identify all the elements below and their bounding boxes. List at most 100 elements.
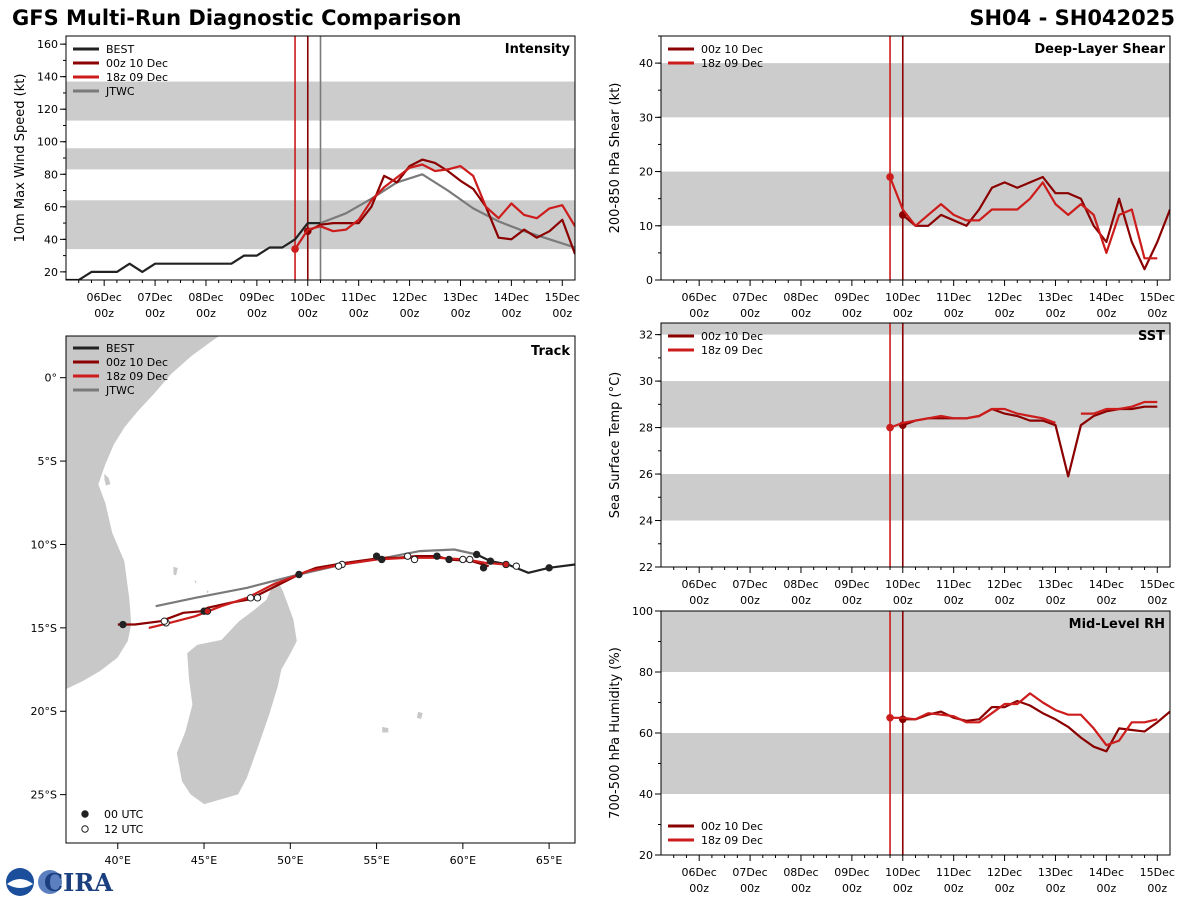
track-marker-legend-symbol: [81, 810, 89, 818]
rh-series-start-run_00z: [898, 715, 907, 724]
shear-xtick-label-day: 15Dec: [1140, 291, 1175, 304]
track-legend-label-best: BEST: [106, 342, 134, 355]
sst-xtick-label-day: 06Dec: [682, 578, 717, 591]
figure-title: GFS Multi-Run Diagnostic Comparison: [12, 6, 462, 30]
sst-xtick-label-hour: 00z: [791, 594, 811, 607]
rh-xtick-label-hour: 00z: [1096, 882, 1116, 895]
sst-xtick-label-day: 09Dec: [834, 578, 869, 591]
sst-xtick-label-hour: 00z: [995, 594, 1015, 607]
rh-xtick-label-day: 11Dec: [936, 866, 971, 879]
sst-xtick-label-hour: 00z: [893, 594, 913, 607]
shear-xtick-label-hour: 00z: [791, 307, 811, 320]
intensity-xtick-label-day: 12Dec: [392, 291, 427, 304]
rh-xtick-label-day: 14Dec: [1089, 866, 1124, 879]
shear-ytick-label: 30: [639, 111, 653, 124]
intensity-xtick-label-day: 09Dec: [239, 291, 274, 304]
intensity-frame: [65, 35, 576, 281]
sst-xtick-label-day: 10Dec: [885, 578, 920, 591]
sst-panel: 22 24 26 28 30 32 Sea Surface Temp (°C) 06Dec 00…: [608, 323, 1175, 607]
track-ytick-label: 5°S: [38, 455, 57, 468]
sst-band-0: [661, 474, 1170, 521]
rh-xtick-label-day: 15Dec: [1140, 866, 1175, 879]
rh-xtick-label-day: 10Dec: [885, 866, 920, 879]
shear-xtick-label-hour: 00z: [995, 307, 1015, 320]
sst-series-start-run_18z: [886, 423, 894, 432]
sst-series-run_18z-2: [1080, 400, 1158, 415]
land-mauritius: [415, 710, 424, 721]
shear-series-run_00z-0: [902, 175, 1170, 271]
shear-xtick-label-hour: 00z: [740, 307, 760, 320]
intensity-series-run_18z-3: [294, 163, 575, 250]
rh-xtick-label-day: 13Dec: [1038, 866, 1073, 879]
storm-id-title: SH04 - SH042025: [969, 6, 1175, 30]
track-marker-best: [472, 550, 481, 559]
track-marker-run_00z: [466, 555, 474, 564]
intensity-xtick-label-hour: 00z: [94, 307, 114, 320]
sst-xtick-label-day: 07Dec: [732, 578, 767, 591]
intensity-xtick-label-day: 11Dec: [341, 291, 376, 304]
rh-title: Mid-Level RH: [1069, 617, 1165, 632]
track-xtick-label: 65°E: [536, 854, 562, 867]
shear-band-1: [661, 63, 1170, 118]
track-marker-legend-symbol: [81, 825, 89, 833]
intensity-ytick-label: 100: [37, 136, 58, 149]
rh-xtick-label-hour: 00z: [1147, 882, 1167, 895]
track-marker-run_00z: [410, 555, 419, 564]
intensity-ytick-label: 80: [44, 168, 58, 181]
intensity-legend-label-run_18z: 18z 09 Dec: [106, 71, 168, 84]
intensity-xtick-label-day: 15Dec: [545, 291, 580, 304]
track-xtick-label: 50°E: [277, 854, 303, 867]
intensity-panel: 20 40 60 80 100 120 140 160 10m Max Wind Speed (…: [13, 36, 580, 320]
shear-series-start-run_18z: [886, 173, 894, 181]
rh-xtick-label-day: 07Dec: [732, 866, 767, 879]
sst-plot-area: [661, 323, 1170, 567]
sst-xtick-label-day: 12Dec: [987, 578, 1022, 591]
rh-ytick-label: 40: [639, 788, 653, 801]
shear-xtick-label-day: 06Dec: [682, 291, 717, 304]
shear-xtick-label-hour: 00z: [1096, 307, 1116, 320]
intensity-xtick-label-day: 07Dec: [137, 291, 172, 304]
sst-band-2: [661, 323, 1170, 335]
shear-ytick-label: 40: [639, 57, 653, 70]
rh-ylabel: 700-500 hPa Humidity (%): [608, 647, 623, 819]
rh-band-1: [661, 611, 1170, 672]
track-title: Track: [531, 344, 570, 359]
track-marker-run_18z: [160, 617, 169, 625]
shear-panel: 0 10 20 30 40 200-850 hPa Shear (kt) 06Dec 00z 0…: [608, 35, 1175, 320]
intensity-ytick-label: 60: [44, 201, 58, 214]
cira-globe-icon: [38, 870, 62, 894]
sst-title: SST: [1138, 329, 1165, 344]
track-xtick-label: 45°E: [191, 854, 217, 867]
track-marker-run_00z: [119, 620, 127, 629]
track-marker-run_18z: [334, 562, 343, 570]
rh-xtick-label-day: 08Dec: [783, 866, 818, 879]
cira-wordmark: CIRA: [44, 868, 113, 897]
rh-series-start-run_18z: [886, 713, 894, 722]
track-ytick-label: 0°: [45, 372, 58, 385]
track-ytick-label: 20°S: [31, 705, 57, 718]
shear-xtick-label-day: 11Dec: [936, 291, 971, 304]
rh-panel: 20 40 60 80 100 700-500 hPa Humidity (%) 06Dec…: [608, 605, 1175, 895]
track-marker-run_00z: [433, 552, 441, 560]
track-marker-run_18z: [512, 562, 521, 570]
sst-series-run_18z-1: [889, 407, 1056, 429]
shear-xtick-label-day: 13Dec: [1038, 291, 1073, 304]
shear-xtick-label-day: 09Dec: [834, 291, 869, 304]
track-plot-area: [66, 336, 575, 806]
intensity-xtick-label-hour: 00z: [196, 307, 216, 320]
rh-xtick-label-hour: 00z: [740, 882, 760, 895]
shear-legend-label-run_18z: 18z 09 Dec: [701, 57, 763, 70]
intensity-xtick-label-day: 10Dec: [290, 291, 325, 304]
shear-xtick-label-hour: 00z: [689, 307, 709, 320]
sst-xtick-label-day: 13Dec: [1038, 578, 1073, 591]
rh-ytick-label: 100: [632, 605, 653, 618]
rh-ytick-label: 80: [639, 666, 653, 679]
sst-ytick-label: 30: [639, 375, 653, 388]
land-reunion: [381, 725, 390, 734]
track-frame: [65, 335, 576, 844]
rh-xtick-label-hour: 00z: [995, 882, 1015, 895]
shear-plot-area: [661, 36, 1170, 280]
sst-ytick-label: 24: [639, 515, 653, 528]
rh-legend-label-run_00z: 00z 10 Dec: [701, 820, 763, 833]
